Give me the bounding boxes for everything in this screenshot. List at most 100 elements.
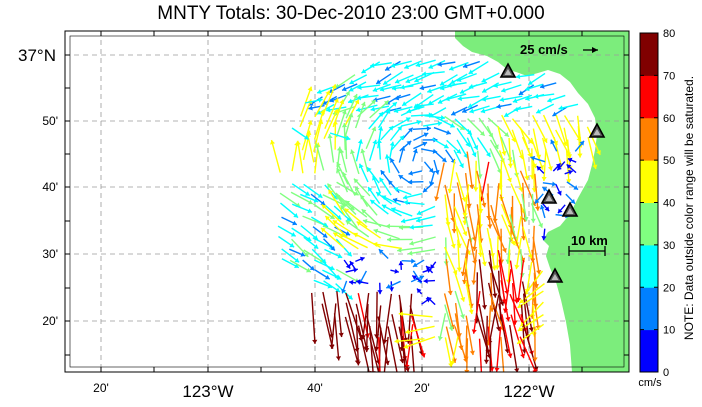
current-vector-head xyxy=(353,178,359,184)
current-vector-head xyxy=(406,140,412,146)
current-vector xyxy=(444,246,458,275)
current-vector xyxy=(532,159,536,193)
current-vector-head xyxy=(464,369,470,372)
current-vector-head xyxy=(331,84,337,89)
current-vector-head xyxy=(360,194,365,200)
current-vector-head xyxy=(360,101,366,107)
radar-site-icon xyxy=(499,62,517,78)
current-vector-head xyxy=(515,73,521,80)
current-vector xyxy=(489,238,496,271)
current-vector-head xyxy=(416,217,421,223)
current-vector xyxy=(356,220,381,239)
current-vector-head xyxy=(381,204,387,210)
current-vector-head xyxy=(309,265,315,271)
current-vector-head xyxy=(539,204,545,210)
current-vector-head xyxy=(528,80,534,85)
current-vector-head xyxy=(504,132,509,137)
current-vector-head xyxy=(501,87,506,93)
current-vector-head xyxy=(494,265,500,270)
current-vector xyxy=(466,338,469,372)
current-vector xyxy=(403,336,436,349)
current-vector-head xyxy=(412,275,418,280)
current-vector-head xyxy=(482,88,487,93)
current-vector-head xyxy=(404,364,410,369)
current-vector-head xyxy=(596,150,601,155)
current-vector-head xyxy=(555,163,561,169)
current-vector-head xyxy=(359,256,365,262)
current-vector-head xyxy=(341,123,348,128)
current-vector xyxy=(587,137,597,170)
current-vector-head xyxy=(460,314,465,319)
current-vector xyxy=(330,303,337,349)
current-vector-head xyxy=(462,108,467,113)
current-vector-head xyxy=(345,220,351,225)
current-vector-head xyxy=(527,254,533,259)
current-vector xyxy=(586,126,601,156)
current-vector-head xyxy=(370,199,376,205)
current-vector xyxy=(479,194,482,229)
current-vector-head xyxy=(573,185,579,190)
current-vector-head xyxy=(491,265,497,271)
current-vector-head xyxy=(539,164,544,170)
current-vector-head xyxy=(485,152,491,157)
radar-site-icon xyxy=(588,122,606,138)
current-vector xyxy=(335,109,347,138)
current-vector-head xyxy=(306,267,311,273)
current-vector xyxy=(501,314,512,358)
current-vector-head xyxy=(409,240,414,246)
current-vector-head xyxy=(350,149,355,155)
current-vector xyxy=(476,150,482,179)
colorbar-band xyxy=(640,75,658,119)
current-vector-head xyxy=(451,110,456,116)
current-vector-head xyxy=(513,106,519,112)
current-vector-head xyxy=(493,82,498,88)
current-vector-head xyxy=(409,224,414,230)
current-vector-head xyxy=(481,261,487,266)
current-vector xyxy=(324,97,339,130)
current-vector-head xyxy=(427,296,432,302)
current-vector-head xyxy=(449,122,455,128)
current-vector xyxy=(345,292,363,342)
current-vector-head xyxy=(332,220,338,225)
current-vector xyxy=(410,314,426,358)
current-vector-head xyxy=(329,214,335,219)
current-vector-head xyxy=(361,68,367,74)
colorbar-band xyxy=(640,244,658,288)
current-vector xyxy=(338,233,368,249)
colorbar-tick-label: 30 xyxy=(663,240,675,252)
current-vector-head xyxy=(393,186,399,192)
current-vector xyxy=(577,126,581,158)
current-vector-head xyxy=(450,360,456,366)
current-vector-head xyxy=(477,252,483,257)
current-vector-head xyxy=(481,77,487,83)
current-vector xyxy=(517,259,525,303)
current-vector-head xyxy=(505,316,511,322)
colorbar-unit: cm/s xyxy=(638,377,662,389)
current-vector-head xyxy=(388,126,394,131)
current-vector xyxy=(279,192,301,208)
current-vector xyxy=(375,305,382,351)
current-vector-head xyxy=(541,176,547,182)
current-vector-head xyxy=(398,311,404,317)
current-vector-head xyxy=(400,146,406,151)
current-vector-head xyxy=(347,294,353,300)
current-vector-head xyxy=(327,134,333,139)
current-vector xyxy=(323,108,339,139)
current-vector-head xyxy=(383,80,388,85)
current-vector-head xyxy=(345,91,350,96)
current-vector-head xyxy=(384,154,390,159)
current-vector-head xyxy=(378,112,384,117)
current-vector-head xyxy=(542,187,548,192)
current-vector-head xyxy=(372,87,378,93)
current-vector xyxy=(498,150,512,183)
current-vector-head xyxy=(408,170,413,176)
colorbar-note: NOTE: Data outside color range will be s… xyxy=(682,75,696,341)
current-vector-head xyxy=(501,150,507,156)
current-vector-head xyxy=(355,186,360,192)
current-vector-head xyxy=(525,86,530,92)
current-vector xyxy=(340,204,358,229)
current-vector-head xyxy=(449,65,454,71)
current-vector-head xyxy=(567,157,573,163)
current-vector xyxy=(365,303,369,353)
scale-vector-label: 25 cm/s xyxy=(520,42,568,57)
